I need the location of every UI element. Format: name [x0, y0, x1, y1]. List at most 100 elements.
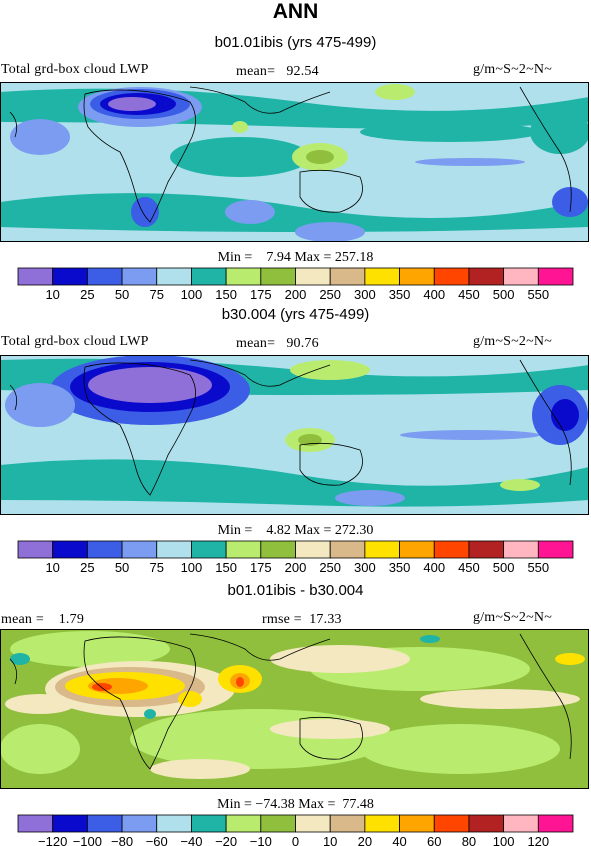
panel-1-colorbar-tick-label: 175: [250, 287, 272, 302]
panel-1-colorbar-swatch: [191, 267, 227, 286]
panel-1-colorbar-swatch: [329, 267, 366, 286]
panel-1-colorbar-swatch: [503, 267, 539, 286]
panel-1-field-blob: [415, 158, 525, 166]
panel-3-colorbar: −120 −100 −80 −60 −40 −20 −10 0 10 20 40 60 80 100 120: [17, 814, 574, 846]
panel-3-map: [0, 629, 589, 789]
panel-3-colorbar-swatch: [468, 814, 505, 833]
panel-3-coastlines: [9, 633, 572, 770]
panel-3-colorbar-swatch: [225, 814, 262, 833]
panel-3-colorbar-tick-label: −20: [215, 834, 237, 846]
panel-3-colorbar-swatch: [17, 814, 54, 833]
panel-2-mean-value: 90.76: [286, 336, 319, 351]
panel-3-field-blob: [420, 689, 580, 709]
panel-1-colorbar-tick-label: 50: [115, 287, 129, 302]
panel-3-colorbar-swatch: [433, 814, 470, 833]
panel-1-coastlines: [9, 86, 572, 223]
panel-2-colorbar-tick-label: 300: [354, 560, 376, 575]
panel-2-colorbar-tick-label: 10: [45, 560, 59, 575]
panel-1-minmax: Min = 7.94 Max = 257.18: [0, 250, 591, 266]
panel-2-colorbar-swatch: [329, 540, 366, 559]
panel-1-field-blob: [530, 110, 589, 154]
panel-3-colorbar-swatch: [121, 814, 158, 833]
panel-3-colorbar-tick-label: 40: [392, 834, 406, 846]
panel-1-field-blob: [108, 97, 156, 111]
panel-3-field-blob: [150, 759, 250, 779]
panel-3-rmse-label: rmse =: [262, 612, 302, 627]
panel-3-colorbar-swatch: [364, 814, 400, 833]
panel-2-map: [0, 355, 589, 515]
panel-1-mean: mean= 92.54: [236, 64, 319, 80]
panel-2-mean-label: mean=: [236, 336, 276, 351]
panel-2-colorbar-tick-label: 250: [319, 560, 341, 575]
panel-1-units: g/m~S~2~N~: [473, 62, 552, 77]
panel-1-colorbar-tick-label: 250: [319, 287, 341, 302]
panel-2-colorbar-tick-label: 25: [80, 560, 94, 575]
panel-1-field-blob: [170, 137, 310, 177]
panel-3-colorbar-swatch: [86, 814, 123, 833]
panel-1-colorbar-tick-label: 350: [389, 287, 411, 302]
panel-2-colorbar-swatch: [364, 540, 400, 559]
panel-2-colorbar-tick-label: 400: [423, 560, 445, 575]
panel-1-map: [0, 82, 589, 242]
panel-2-field-blob: [88, 367, 212, 403]
panel-3-field-blob: [130, 709, 390, 769]
panel-1-colorbar-swatch: [225, 267, 262, 286]
panel-2-colorbar-tick-label: 350: [389, 560, 411, 575]
panel-2-colorbar-swatch: [156, 540, 192, 559]
panel-3-colorbar-swatch: [295, 814, 331, 833]
panel-1-colorbar: 10 25 50 75 100 150 175 200 250 300 350 400 450 500 55…: [17, 267, 574, 302]
panel-2-colorbar-swatch: [225, 540, 262, 559]
panel-1-colorbar-swatch: [537, 267, 574, 286]
panel-2-colorbar-swatch: [295, 540, 331, 559]
panel-1-colorbar-swatch: [17, 267, 54, 286]
panel-1-colorbar-tick-label: 10: [45, 287, 59, 302]
panel-1-field-blob: [232, 121, 248, 133]
panel-2-colorbar: 10 25 50 75 100 150 175 200 250 300 350 400 450 500 55…: [17, 540, 574, 575]
panel-1-field-blob: [295, 222, 365, 242]
panel-2-units: g/m~S~2~N~: [473, 334, 552, 349]
panel-3-colorbar-tick-label: −10: [250, 834, 272, 846]
panel-1-colorbar-swatch: [260, 267, 296, 286]
panel-2-colorbar-swatch: [399, 540, 435, 559]
panel-2-colorbar-swatch: [503, 540, 539, 559]
panel-2-max-value: 272.30: [334, 523, 374, 538]
panel-2-colorbar-swatch: [260, 540, 296, 559]
panel-1-colorbar-tick-label: 150: [215, 287, 237, 302]
panel-3-field-blob: [555, 653, 585, 665]
panel-2-colorbar-swatch: [433, 540, 470, 559]
panel-3-minmax: Min = −74.38 Max = 77.48: [0, 797, 591, 813]
panel-1-field-blob: [10, 119, 70, 155]
panel-1-field-blob: [360, 122, 540, 142]
panel-3-field-blob: [92, 683, 112, 691]
panel-2-mean: mean= 90.76: [236, 336, 319, 352]
panel-3-field-blob: [0, 724, 80, 774]
panel-2-variable-label: Total grd-box cloud LWP: [1, 334, 149, 349]
panel-2-map-frame: [0, 355, 589, 515]
panel-3-field-blob: [178, 691, 202, 707]
panel-3-colorbar-tick-label: −120: [38, 834, 67, 846]
panel-1-field-blob: [131, 197, 159, 227]
panel-3-units: g/m~S~2~N~: [473, 610, 552, 625]
panel-2-title: b30.004 (yrs 475-499): [221, 306, 370, 323]
panel-3-field-blob: [420, 635, 440, 643]
panel-2-minmax: Min = 4.82 Max = 272.30: [0, 523, 591, 539]
panel-2-field-band: [0, 459, 589, 507]
panel-2-colorbar-swatch: [537, 540, 574, 559]
panel-1-colorbar-tick-label: 300: [354, 287, 376, 302]
panel-3-map-frame: [0, 629, 589, 789]
panel-1-colorbar-tick-label: 400: [423, 287, 445, 302]
panel-2-colorbar-swatch: [52, 540, 88, 559]
panel-3-colorbar-tick-label: 100: [493, 834, 515, 846]
panel-3-field-blob: [270, 719, 390, 739]
panel-1-field-blob: [375, 84, 415, 100]
panel-1-min-value: 7.94: [266, 250, 291, 265]
panel-1-min-label: Min =: [217, 250, 253, 265]
panel-2-colorbar-tick-label: 75: [150, 560, 164, 575]
panel-3-title: b01.01ibis - b30.004: [227, 582, 364, 599]
panel-3-rmse: rmse = 17.33: [262, 612, 342, 628]
panel-2-field-blob: [298, 434, 322, 446]
panel-3-field-blob: [236, 677, 244, 687]
panel-2-field-blob: [5, 383, 75, 427]
panel-1-colorbar-tick-label: 25: [80, 287, 94, 302]
panel-2-field-blob: [551, 399, 579, 431]
